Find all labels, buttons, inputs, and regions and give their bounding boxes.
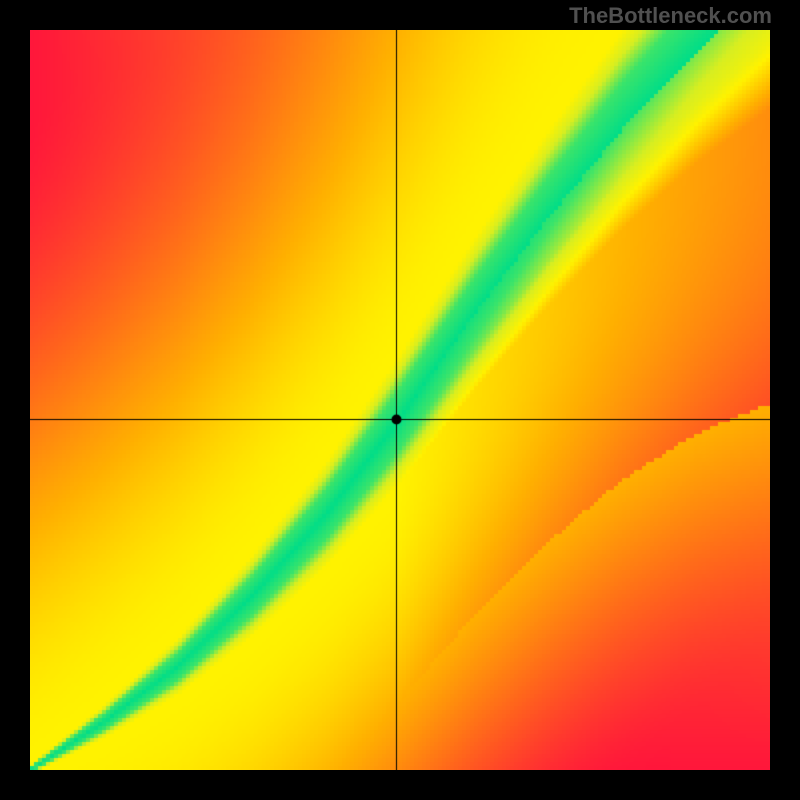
- bottleneck-heatmap: [30, 30, 770, 770]
- watermark-text: TheBottleneck.com: [569, 3, 772, 29]
